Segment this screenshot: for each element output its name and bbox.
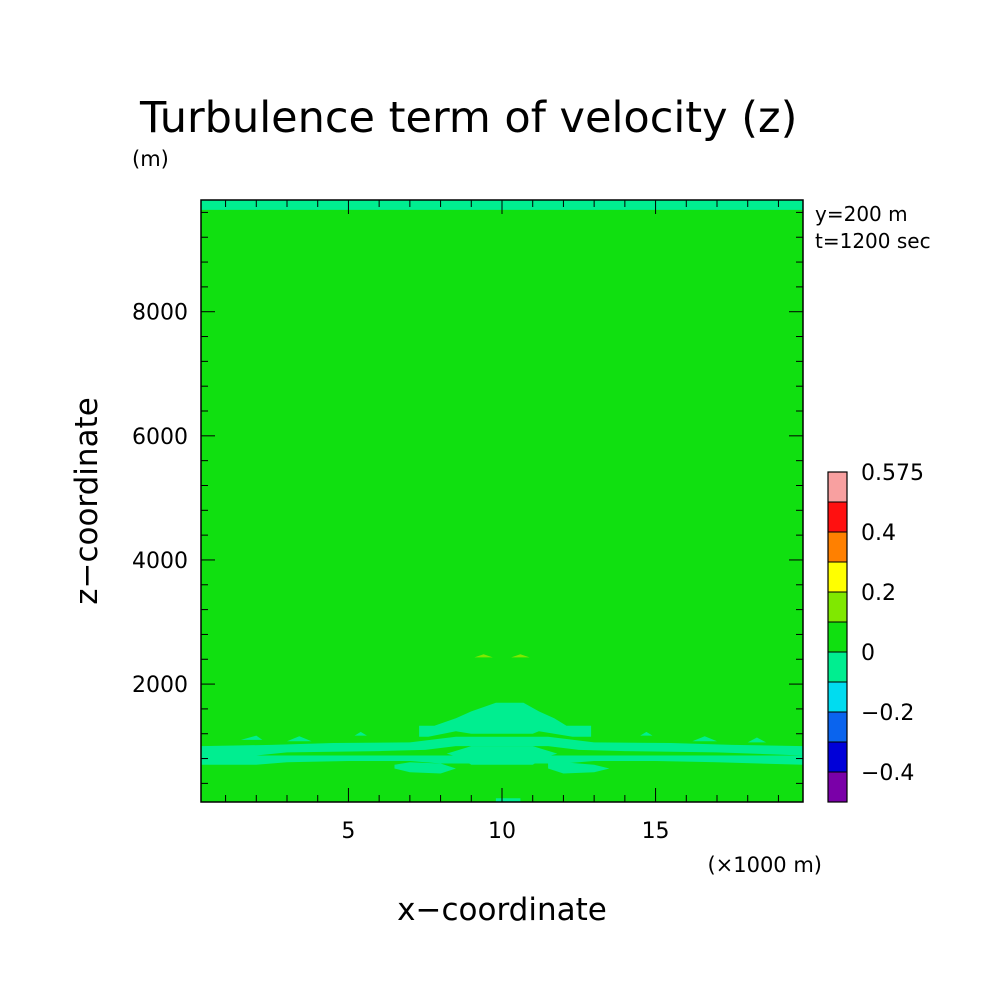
colorbar-swatch-6 — [827, 591, 848, 623]
colorbar-swatch-8 — [827, 531, 848, 563]
x-unit-label: (×1000 m) — [707, 853, 822, 877]
x-tick-label: 5 — [341, 819, 355, 844]
contour-region-14 — [474, 654, 493, 658]
annotation-time: t=1200 sec — [815, 229, 931, 253]
contour-region-5 — [394, 762, 456, 774]
chart-title: Turbulence term of velocity (z) — [139, 93, 797, 143]
field-background — [201, 200, 803, 802]
axes: 5 10 15 2000 4000 6000 8000 — [132, 199, 804, 844]
contour-region-9 — [354, 731, 367, 736]
contour-region-15 — [511, 654, 530, 658]
colorbar-swatch-5 — [827, 621, 848, 653]
x-axis-label: x−coordinate — [397, 892, 607, 928]
y-tick-label: 8000 — [132, 301, 188, 326]
colorbar-tick-label: −0.2 — [861, 701, 914, 726]
colorbar-tick-label: 0.2 — [861, 581, 896, 606]
contour-region-4 — [446, 746, 558, 765]
y-tick-label: 4000 — [132, 549, 188, 574]
y-tick-label: 2000 — [132, 673, 188, 698]
colorbar-tick-label: 0 — [861, 641, 875, 666]
colorbar-swatch-1 — [827, 741, 848, 773]
contour-region-11 — [692, 736, 717, 742]
colorbar-swatch-9 — [827, 501, 848, 533]
plot-area — [201, 200, 803, 802]
colorbar-swatch-2 — [827, 711, 848, 743]
contour-region-10 — [640, 731, 653, 736]
contour-region-6 — [548, 762, 610, 774]
contour-region-3 — [419, 702, 592, 737]
x-tick-label: 15 — [642, 819, 670, 844]
colorbar-swatch-0 — [827, 771, 848, 803]
colorbar-swatch-3 — [827, 681, 848, 713]
colorbar-frame — [827, 471, 848, 803]
colorbar-swatch-10 — [827, 471, 848, 503]
x-tick-label: 10 — [488, 819, 516, 844]
contour-region-8 — [287, 736, 312, 742]
contour-region-7 — [240, 735, 263, 740]
y-axis-label: z−coordinate — [69, 397, 105, 605]
colorbar-tick-label: 0.575 — [861, 461, 924, 486]
colorbar: −0.4 −0.2 0 0.2 0.4 0.575 — [827, 461, 924, 803]
annotation-y-position: y=200 m — [815, 202, 908, 226]
contour-region-2 — [201, 736, 803, 756]
colorbar-swatch-4 — [827, 651, 848, 683]
contour-region-12 — [747, 737, 767, 743]
colorbar-tick-label: −0.4 — [861, 761, 914, 786]
y-unit-label: (m) — [132, 147, 169, 171]
colorbar-swatch-7 — [827, 561, 848, 593]
y-tick-label: 6000 — [132, 425, 188, 450]
colorbar-tick-label: 0.4 — [861, 521, 896, 546]
